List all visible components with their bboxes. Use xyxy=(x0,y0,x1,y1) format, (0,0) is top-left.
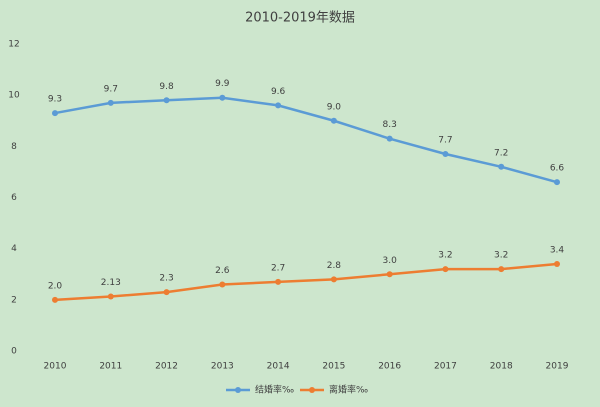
point xyxy=(275,278,282,285)
data-label: 3.2 xyxy=(438,251,452,261)
point xyxy=(163,97,170,104)
x-tick-label: 2019 xyxy=(546,362,569,372)
x-tick-label: 2010 xyxy=(44,362,67,372)
data-label: 2.3 xyxy=(159,274,173,284)
point xyxy=(52,296,58,303)
x-tick-label: 2011 xyxy=(99,362,122,372)
data-label: 7.7 xyxy=(438,136,452,146)
data-label: 2.7 xyxy=(271,263,285,273)
point xyxy=(554,179,560,186)
x-tick-label: 2014 xyxy=(267,362,290,372)
point xyxy=(330,117,337,124)
point xyxy=(219,94,226,101)
x-tick-label: 2016 xyxy=(378,362,401,372)
point xyxy=(275,102,282,109)
y-tick-label: 8 xyxy=(11,142,17,152)
y-tick-label: 10 xyxy=(8,91,20,101)
point xyxy=(52,110,58,117)
point xyxy=(330,276,337,283)
series-line xyxy=(54,262,558,302)
data-label: 9.8 xyxy=(159,82,174,92)
data-label: 3.0 xyxy=(383,256,398,266)
point xyxy=(163,289,170,296)
data-label: 2.6 xyxy=(215,266,230,276)
data-label: 2.8 xyxy=(327,261,342,271)
data-label: 2.13 xyxy=(101,278,121,288)
y-tick-label: 4 xyxy=(11,244,17,254)
series-line xyxy=(54,96,558,184)
legend-marker xyxy=(235,387,241,393)
data-label: 3.2 xyxy=(494,251,508,261)
x-tick-label: 2012 xyxy=(155,362,178,372)
chart-title: 2010-2019年数据 xyxy=(245,11,355,26)
point xyxy=(442,266,449,273)
y-tick-label: 12 xyxy=(8,40,19,50)
point xyxy=(442,151,449,158)
y-tick-label: 2 xyxy=(11,295,17,305)
x-tick-label: 2018 xyxy=(490,362,513,372)
x-tick-label: 2017 xyxy=(434,362,457,372)
data-label: 9.6 xyxy=(271,87,286,97)
x-tick-label: 2015 xyxy=(322,362,345,372)
point xyxy=(219,281,226,288)
point xyxy=(498,266,505,273)
point xyxy=(386,271,393,278)
data-label: 9.7 xyxy=(104,84,118,94)
data-label: 8.3 xyxy=(383,120,397,130)
data-label: 3.4 xyxy=(550,246,565,256)
data-label: 2.0 xyxy=(48,281,63,291)
legend-label: 离婚率‰ xyxy=(329,384,368,396)
y-tick-label: 6 xyxy=(11,193,17,203)
data-label: 9.3 xyxy=(48,95,62,105)
point xyxy=(107,99,114,106)
point xyxy=(107,293,114,300)
x-tick-label: 2013 xyxy=(211,362,234,372)
data-label: 6.6 xyxy=(550,164,565,174)
legend-label: 结婚率‰ xyxy=(255,384,294,396)
data-label: 7.2 xyxy=(494,148,508,158)
y-tick-label: 0 xyxy=(11,347,17,357)
data-label: 9.9 xyxy=(215,79,230,89)
legend-marker xyxy=(309,387,315,393)
data-label: 9.0 xyxy=(327,102,342,112)
point xyxy=(554,261,560,268)
point xyxy=(386,135,393,142)
point xyxy=(498,163,505,170)
